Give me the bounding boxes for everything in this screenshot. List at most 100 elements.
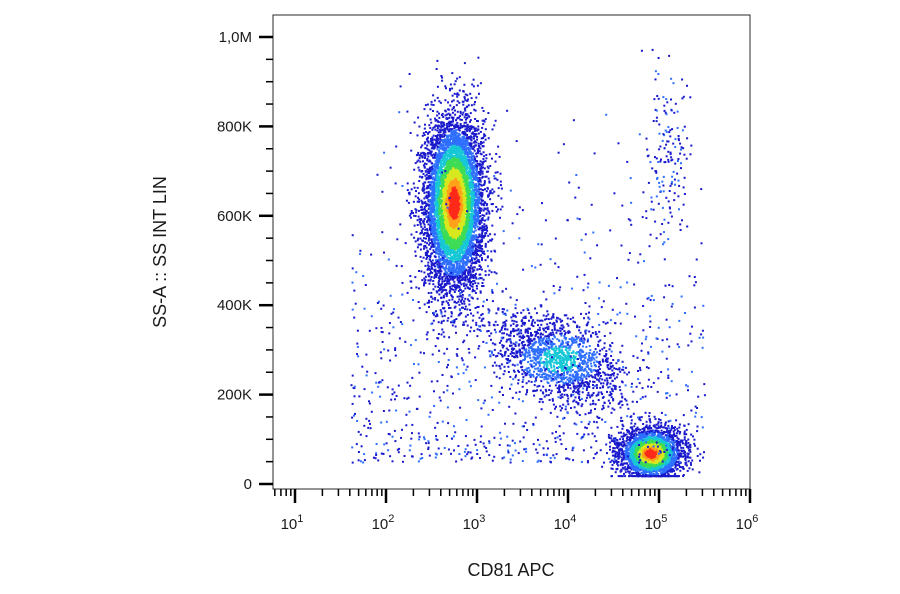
scatter-point [463, 116, 466, 119]
scatter-point [453, 319, 456, 322]
scatter-point [454, 159, 457, 162]
scatter-point [461, 293, 464, 296]
scatter-point [457, 134, 460, 137]
scatter-point [457, 93, 460, 96]
scatter-point [443, 201, 446, 204]
scatter-point [422, 132, 425, 135]
scatter-point [416, 134, 419, 137]
scatter-point [491, 224, 494, 227]
scatter-point [446, 260, 449, 263]
scatter-point [455, 146, 458, 149]
scatter-point [427, 223, 430, 226]
scatter-point [428, 217, 431, 219]
scatter-point [482, 228, 484, 231]
scatter-point [481, 219, 484, 222]
scatter-point [486, 229, 489, 232]
scatter-point [433, 217, 436, 220]
scatter-point [466, 236, 469, 239]
scatter-point [436, 139, 439, 142]
scatter-point [429, 208, 432, 211]
scatter-point [452, 288, 455, 291]
scatter-point [450, 177, 452, 179]
scatter-point [416, 160, 419, 163]
scatter-point [472, 135, 475, 138]
scatter-point [458, 154, 461, 156]
scatter-point [444, 186, 447, 189]
scatter-point [500, 187, 503, 190]
scatter-point [446, 278, 449, 280]
scatter-point [456, 254, 459, 257]
scatter-point [440, 189, 442, 192]
scatter-point [435, 141, 438, 144]
scatter-point [434, 225, 436, 228]
scatter-point [466, 134, 469, 137]
scatter-point [468, 303, 471, 306]
scatter-point [437, 276, 440, 279]
scatter-point [460, 255, 463, 258]
scatter-point [443, 250, 446, 253]
scatter-point [465, 204, 468, 207]
scatter-point [435, 274, 438, 277]
scatter-point [490, 258, 493, 261]
scatter-point [449, 165, 452, 168]
scatter-point [453, 149, 456, 152]
scatter-point [477, 244, 480, 247]
scatter-point [468, 182, 471, 185]
scatter-point [490, 239, 493, 242]
scatter-point [481, 175, 484, 178]
scatter-point [479, 143, 482, 146]
scatter-point [414, 162, 417, 165]
scatter-point [453, 180, 456, 183]
scatter-point [439, 130, 442, 133]
scatter-point [467, 104, 470, 107]
scatter-point [435, 203, 438, 206]
scatter-point [432, 173, 435, 175]
scatter-point [435, 275, 438, 278]
scatter-point [420, 218, 422, 221]
scatter-point [433, 165, 436, 168]
scatter-point [462, 135, 465, 138]
scatter-point [476, 138, 479, 141]
scatter-point [478, 233, 481, 236]
scatter-point [479, 178, 482, 181]
scatter-point [470, 312, 472, 315]
scatter-point [437, 198, 440, 201]
scatter-point [472, 268, 475, 271]
scatter-point [462, 188, 465, 191]
scatter-point [477, 182, 480, 184]
scatter-point [424, 162, 426, 165]
scatter-point [475, 204, 478, 206]
scatter-point [476, 259, 479, 262]
scatter-point [471, 270, 474, 273]
scatter-point [461, 125, 464, 128]
scatter-point [484, 201, 487, 204]
scatter-point [422, 189, 425, 192]
scatter-point [456, 100, 459, 103]
scatter-point [419, 160, 422, 163]
scatter-point [448, 193, 451, 196]
scatter-point [493, 233, 496, 236]
scatter-point [439, 241, 442, 244]
scatter-point [469, 112, 472, 115]
scatter-point [438, 180, 441, 183]
scatter-point [427, 155, 430, 158]
scatter-point [460, 233, 463, 236]
scatter-point [456, 117, 459, 120]
scatter-point [432, 134, 435, 137]
scatter-point [430, 233, 433, 236]
scatter-point [415, 231, 418, 233]
scatter-point [461, 274, 464, 277]
scatter-point [425, 237, 427, 240]
scatter-point [463, 130, 466, 133]
scatter-point [435, 238, 438, 241]
scatter-point [449, 83, 452, 86]
scatter-point [456, 257, 459, 260]
scatter-point [477, 347, 480, 350]
scatter-point [473, 103, 476, 106]
scatter-point [436, 313, 439, 316]
scatter-point [480, 254, 483, 257]
scatter-point [417, 196, 419, 199]
scatter-point [450, 294, 453, 297]
scatter-point [435, 187, 438, 189]
scatter-point [434, 160, 437, 163]
